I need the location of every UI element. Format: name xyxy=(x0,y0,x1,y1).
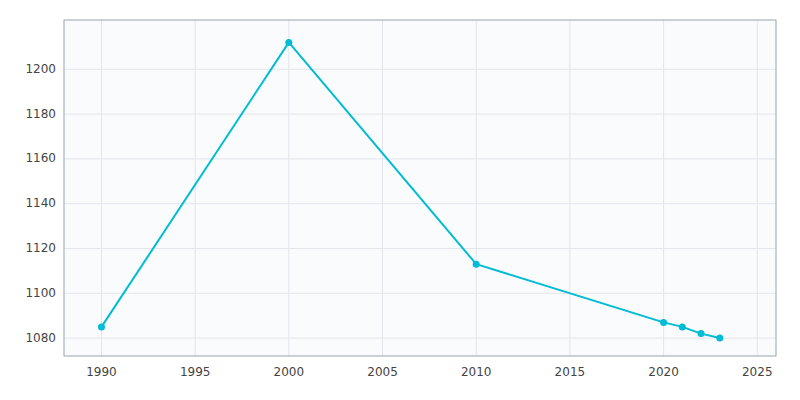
y-tick-label: 1140 xyxy=(25,196,56,210)
y-tick-label: 1160 xyxy=(25,151,56,165)
y-grid-line xyxy=(64,158,776,159)
y-tick-label: 1100 xyxy=(25,286,56,300)
chart-svg: 1080 1100 1120 1140 1160 1180 1200 1990 1995 2000… xyxy=(0,0,800,400)
x-tick-label: 2000 xyxy=(274,365,305,379)
x-tick-label: 2005 xyxy=(367,365,398,379)
point-marker xyxy=(679,323,686,330)
x-grid-line xyxy=(569,20,570,356)
point-marker xyxy=(285,39,292,46)
x-tick-label: 1990 xyxy=(86,365,117,379)
x-grid-line xyxy=(757,20,758,356)
y-grid-line xyxy=(64,69,776,70)
y-grid-line xyxy=(64,338,776,339)
x-grid-line xyxy=(101,20,102,356)
line xyxy=(101,42,719,338)
y-grid-line xyxy=(64,248,776,249)
x-grid-line xyxy=(288,20,289,356)
y-tick-label: 1200 xyxy=(25,62,56,76)
point-marker xyxy=(473,261,480,268)
y-tick-label: 1120 xyxy=(25,241,56,255)
plot-background xyxy=(64,20,776,356)
y-tick-label: 1080 xyxy=(25,331,56,345)
axes: 1080 1100 1120 1140 1160 1180 1200 1990 1995 2000… xyxy=(25,20,776,379)
x-tick-label: 2020 xyxy=(648,365,679,379)
x-tick-label: 2025 xyxy=(742,365,773,379)
grid xyxy=(64,20,776,356)
chart-container: 1080 1100 1120 1140 1160 1180 1200 1990 1995 2000… xyxy=(0,0,800,400)
y-grid-line xyxy=(64,293,776,294)
x-grid-line xyxy=(382,20,383,356)
x-grid-line xyxy=(476,20,477,356)
x-grid-line xyxy=(195,20,196,356)
x-tick-label: 2010 xyxy=(461,365,492,379)
x-grid-line xyxy=(663,20,664,356)
plot-frame xyxy=(64,20,776,356)
point-marker xyxy=(98,323,105,330)
point-marker xyxy=(716,335,723,342)
y-grid-line xyxy=(64,203,776,204)
x-tick-label: 1995 xyxy=(180,365,211,379)
series xyxy=(98,39,723,342)
x-tick-label: 2015 xyxy=(555,365,586,379)
y-grid-line xyxy=(64,114,776,115)
point-marker xyxy=(698,330,705,337)
y-tick-label: 1180 xyxy=(25,107,56,121)
point-marker xyxy=(660,319,667,326)
